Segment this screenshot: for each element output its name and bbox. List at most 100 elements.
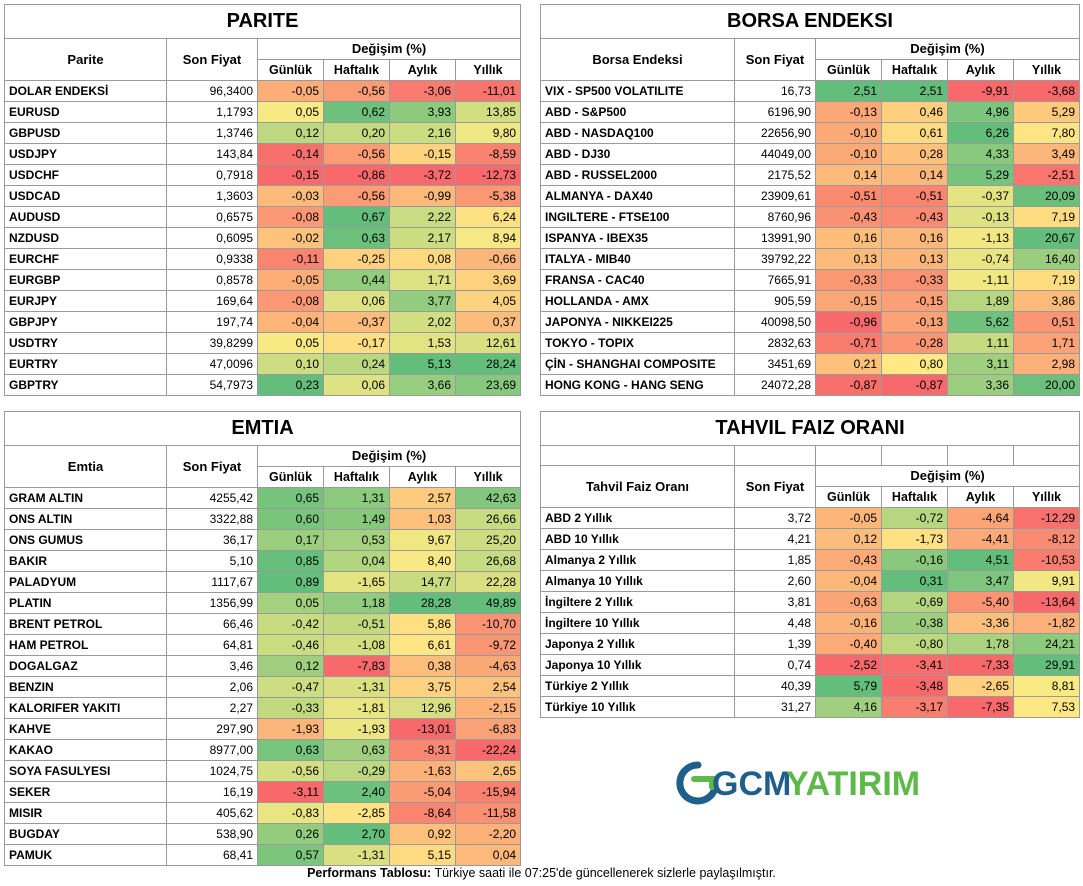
change-monthly: 5,29 [947, 164, 1014, 186]
change-monthly: 3,93 [389, 101, 456, 123]
row-label: USDCHF [4, 164, 167, 186]
change-monthly: -1,13 [947, 227, 1014, 249]
change-monthly: 3,47 [947, 570, 1014, 592]
change-yearly: 42,63 [454, 487, 522, 509]
change-yearly: 26,66 [454, 508, 522, 530]
row-label: ALMANYA - DAX40 [540, 185, 735, 207]
borsa-row: ALMANYA - DAX40 23909,61 -0,51 -0,51 -0,37 20… [540, 185, 1081, 207]
emtia-row: KALORIFER YAKITI 2,27 -0,33 -1,81 12,96 -2,15 [4, 697, 522, 719]
parite-row: EURGBP 0,8578 -0,05 0,44 1,71 3,69 [4, 269, 522, 291]
change-monthly: -3,06 [389, 80, 456, 102]
last-price: 23909,61 [734, 185, 816, 207]
row-label: ABD 2 Yıllık [540, 507, 735, 529]
change-monthly: -0,13 [947, 206, 1014, 228]
last-price: 2,27 [166, 697, 258, 719]
change-weekly: -1,81 [323, 697, 390, 719]
change-monthly: 28,28 [389, 592, 456, 614]
row-label: İngiltere 10 Yıllık [540, 612, 735, 634]
change-monthly: 3,36 [947, 374, 1014, 396]
change-daily: -0,10 [815, 122, 882, 144]
row-label: HOLLANDA - AMX [540, 290, 735, 312]
change-yearly: 9,80 [454, 122, 522, 144]
change-monthly: 0,38 [389, 655, 456, 677]
change-weekly: 0,28 [881, 143, 948, 165]
change-daily: -0,33 [257, 697, 324, 719]
row-label: PLATIN [4, 592, 167, 614]
change-weekly: -7,83 [323, 655, 390, 677]
row-label: EURCHF [4, 248, 167, 270]
change-yearly: 16,40 [1012, 248, 1081, 270]
footer-text: Türkiye saati ile 07:25'de güncellenerek… [431, 866, 776, 880]
change-yearly: 20,67 [1012, 227, 1081, 249]
row-label: ITALYA - MIB40 [540, 248, 735, 270]
row-label: ABD - NASDAQ100 [540, 122, 735, 144]
change-monthly: 12,96 [389, 697, 456, 719]
last-price: 64,81 [166, 634, 258, 656]
last-price: 4,48 [734, 612, 816, 634]
change-daily: -0,83 [257, 802, 324, 824]
parite-col-label: Parite [4, 38, 167, 81]
last-price: 7665,91 [734, 269, 816, 291]
tahvil-blank-cell [947, 445, 1014, 466]
change-weekly: 0,67 [323, 206, 390, 228]
tahvil-row: Almanya 10 Yıllık 2,60 -0,04 0,31 3,47 9,91 [540, 570, 1081, 592]
change-daily: -0,87 [815, 374, 882, 396]
row-label: USDJPY [4, 143, 167, 165]
row-label: VIX - SP500 VOLATILITE [540, 80, 735, 102]
parite-table: PARITE Parite Son Fiyat Değişim (%) Günl… [3, 4, 522, 396]
row-label: AUDUSD [4, 206, 167, 228]
change-yearly: -10,53 [1012, 549, 1081, 571]
last-price: 3322,88 [166, 508, 258, 530]
change-weekly: 0,16 [881, 227, 948, 249]
change-daily: -0,10 [815, 143, 882, 165]
parite-row: USDCHF 0,7918 -0,15 -0,86 -3,72 -12,73 [4, 164, 522, 186]
borsa-row: ABD - NASDAQ100 22656,90 -0,10 0,61 6,26 7,80 [540, 122, 1081, 144]
sub-aylik: Aylık [389, 59, 456, 81]
borsa-row: TOKYO - TOPIX 2832,63 -0,71 -0,28 1,11 1,71 [540, 332, 1081, 354]
change-weekly: 1,49 [323, 508, 390, 530]
parite-row: EURJPY 169,64 -0,08 0,06 3,77 4,05 [4, 290, 522, 312]
last-price: 96,3400 [166, 80, 258, 102]
change-weekly: 0,24 [323, 353, 390, 375]
change-monthly: -3,72 [389, 164, 456, 186]
parite-row: GBPTRY 54,7973 0,23 0,06 3,66 23,69 [4, 374, 522, 396]
change-monthly: 3,77 [389, 290, 456, 312]
change-daily: 0,63 [257, 739, 324, 761]
change-yearly: 2,54 [454, 676, 522, 698]
parite-son-fiyat: Son Fiyat [166, 38, 258, 81]
change-daily: -0,16 [815, 612, 882, 634]
row-label: BAKIR [4, 550, 167, 572]
footer-bold: Performans Tablosu: [307, 866, 432, 880]
change-monthly: 1,53 [389, 332, 456, 354]
row-label: ONS ALTIN [4, 508, 167, 530]
row-label: GBPJPY [4, 311, 167, 333]
tahvil-row: İngiltere 10 Yıllık 4,48 -0,16 -0,38 -3,36 -1… [540, 612, 1081, 634]
row-label: Türkiye 10 Yıllık [540, 696, 735, 718]
change-yearly: -2,20 [454, 823, 522, 845]
last-price: 39,8299 [166, 332, 258, 354]
last-price: 39792,22 [734, 248, 816, 270]
row-label: USDTRY [4, 332, 167, 354]
row-label: DOLAR ENDEKSİ [4, 80, 167, 102]
change-yearly: 29,91 [1012, 654, 1081, 676]
sub-haftalik: Haftalık [323, 59, 390, 81]
change-daily: 0,13 [815, 248, 882, 270]
row-label: GRAM ALTIN [4, 487, 167, 509]
change-weekly: 0,53 [323, 529, 390, 551]
change-weekly: -1,08 [323, 634, 390, 656]
change-monthly: -1,11 [947, 269, 1014, 291]
last-price: 3,46 [166, 655, 258, 677]
emtia-row: BAKIR 5,10 0,85 0,04 8,40 26,68 [4, 550, 522, 572]
tahvil-row: Almanya 2 Yıllık 1,85 -0,43 -0,16 4,51 -10,53 [540, 549, 1081, 571]
change-daily: -0,42 [257, 613, 324, 635]
change-yearly: 7,53 [1012, 696, 1081, 718]
change-weekly: -1,31 [323, 844, 390, 866]
last-price: 905,59 [734, 290, 816, 312]
last-price: 297,90 [166, 718, 258, 740]
last-price: 1,1793 [166, 101, 258, 123]
parite-row: EURCHF 0,9338 -0,11 -0,25 0,08 -0,66 [4, 248, 522, 270]
row-label: ABD - S&P500 [540, 101, 735, 123]
change-daily: -0,56 [257, 760, 324, 782]
row-label: Almanya 10 Yıllık [540, 570, 735, 592]
change-yearly: -9,72 [454, 634, 522, 656]
